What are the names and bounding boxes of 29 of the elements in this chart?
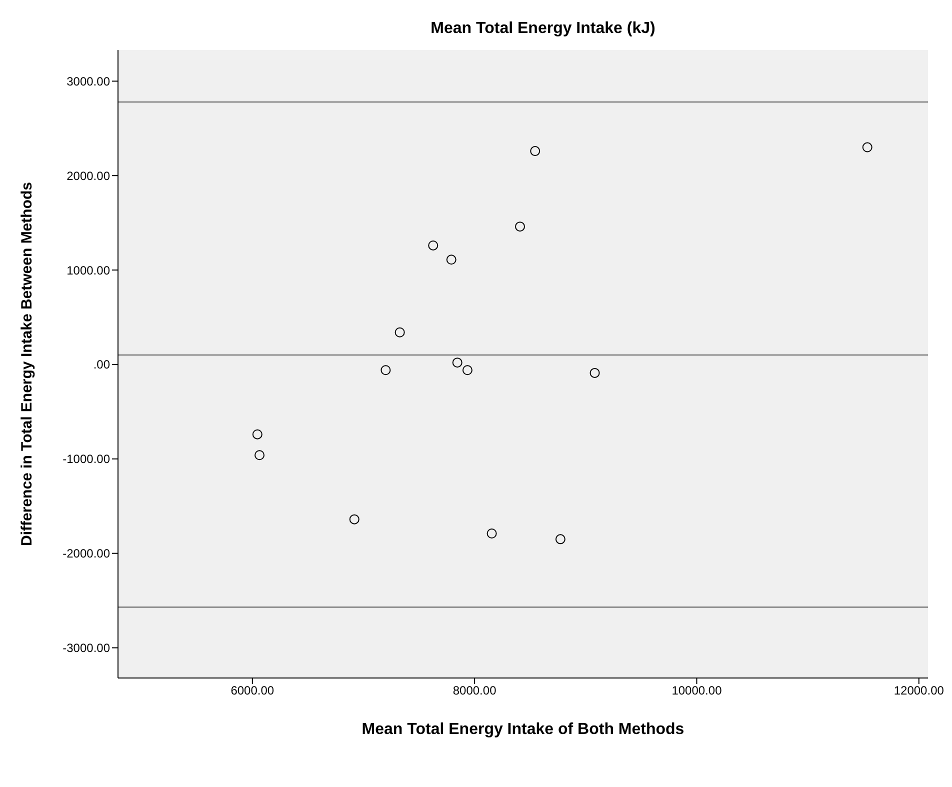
point xyxy=(462,365,472,376)
point xyxy=(254,450,265,460)
point xyxy=(590,368,600,378)
y-tick-label: -2000.00 xyxy=(62,546,110,561)
x-tick-label: 8000.00 xyxy=(452,684,497,698)
point xyxy=(862,142,872,152)
point xyxy=(452,358,462,368)
point xyxy=(349,514,360,524)
point xyxy=(555,534,566,544)
point xyxy=(252,429,262,440)
point xyxy=(515,222,525,232)
y-tick-label: 1000.00 xyxy=(66,263,110,278)
point xyxy=(380,365,391,376)
point xyxy=(486,528,497,539)
chart-title: Mean Total Energy Intake (kJ) xyxy=(430,20,656,38)
point xyxy=(428,240,438,250)
x-axis-title: Mean Total Energy Intake of Both Methods xyxy=(362,721,684,738)
y-tick-label: .00 xyxy=(93,358,110,372)
y-tick-label: -3000.00 xyxy=(62,641,110,656)
point xyxy=(446,254,456,265)
y-axis-title: Difference in Total Energy Intake Between Methods xyxy=(18,182,36,546)
x-tick-label: 6000.00 xyxy=(230,684,274,698)
point xyxy=(394,327,405,338)
point xyxy=(530,146,540,156)
x-tick-label: 12000.00 xyxy=(894,684,944,698)
y-tick-label: 3000.00 xyxy=(66,74,110,88)
y-tick-label: 2000.00 xyxy=(66,168,110,183)
y-tick-label: -1000.00 xyxy=(62,452,110,466)
x-tick-label: 10000.00 xyxy=(672,684,722,698)
